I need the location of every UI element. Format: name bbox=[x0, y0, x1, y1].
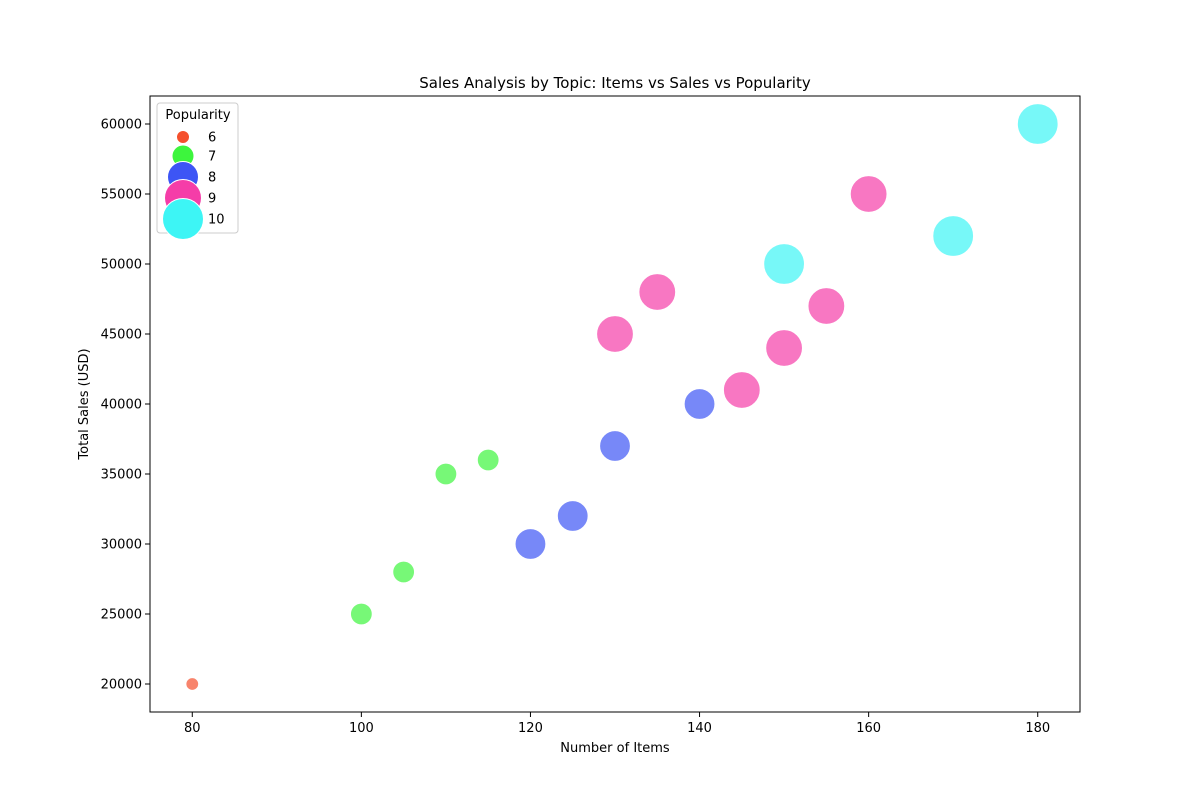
y-tick-label: 40000 bbox=[101, 398, 142, 413]
x-tick-label: 80 bbox=[184, 721, 201, 736]
x-axis: 80 100 120 140 160 180 bbox=[184, 712, 1050, 736]
data-point bbox=[764, 328, 804, 368]
legend-entries: 6 7 8 9 10 bbox=[162, 130, 225, 240]
legend-title: Popularity bbox=[165, 108, 230, 123]
x-tick-label: 140 bbox=[687, 721, 712, 736]
legend-label: 6 bbox=[208, 131, 216, 146]
y-tick-label: 20000 bbox=[101, 678, 142, 693]
data-point bbox=[932, 214, 975, 258]
legend: Popularity 6 7 8 9 10 bbox=[156, 102, 239, 240]
plot-frame bbox=[149, 95, 1081, 713]
data-point bbox=[1016, 102, 1059, 146]
data-point bbox=[595, 314, 635, 354]
chart-title: Sales Analysis by Topic: Items vs Sales … bbox=[419, 74, 811, 92]
x-tick-label: 160 bbox=[856, 721, 881, 736]
y-tick-label: 45000 bbox=[101, 328, 142, 343]
data-point bbox=[598, 429, 632, 463]
data-point bbox=[638, 272, 677, 312]
data-point bbox=[514, 527, 547, 561]
data-point bbox=[392, 560, 416, 584]
y-axis-label: Total Sales (USD) bbox=[77, 348, 92, 460]
data-point bbox=[185, 676, 200, 692]
y-axis: 20000 25000 30000 35000 40000 45000 50000 55000… bbox=[101, 118, 150, 693]
x-axis-label: Number of Items bbox=[560, 741, 670, 756]
legend-label: 7 bbox=[208, 150, 216, 165]
x-tick-label: 100 bbox=[349, 721, 374, 736]
data-point bbox=[762, 242, 806, 286]
data-point bbox=[683, 387, 716, 421]
y-tick-label: 55000 bbox=[101, 188, 142, 203]
y-tick-label: 30000 bbox=[101, 538, 142, 553]
data-point bbox=[434, 462, 458, 486]
plot-points bbox=[185, 102, 1059, 692]
data-point bbox=[556, 499, 589, 533]
data-point bbox=[722, 370, 761, 410]
legend-marker bbox=[176, 130, 190, 144]
y-tick-label: 35000 bbox=[101, 468, 142, 483]
data-point bbox=[849, 174, 888, 214]
y-tick-label: 50000 bbox=[101, 258, 142, 273]
y-tick-label: 25000 bbox=[101, 608, 142, 623]
data-point bbox=[476, 448, 500, 472]
legend-label: 8 bbox=[208, 171, 216, 186]
x-tick-label: 120 bbox=[518, 721, 543, 736]
data-point bbox=[349, 602, 373, 626]
data-point bbox=[807, 286, 846, 326]
y-tick-label: 60000 bbox=[101, 118, 142, 133]
legend-label: 10 bbox=[208, 213, 225, 228]
x-tick-label: 180 bbox=[1025, 721, 1050, 736]
legend-label: 9 bbox=[208, 192, 216, 207]
legend-marker bbox=[162, 198, 204, 240]
